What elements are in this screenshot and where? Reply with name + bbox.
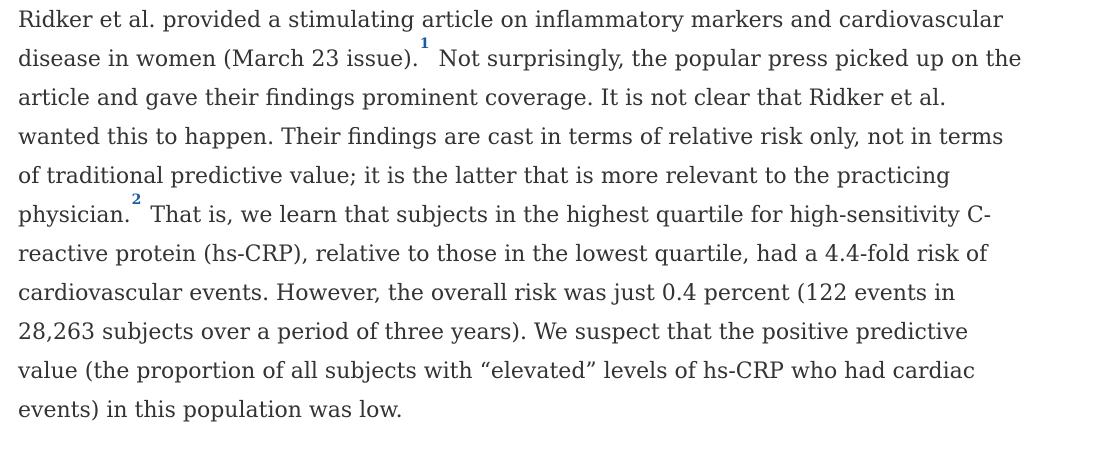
- line-text: article and gave their findings prominen…: [18, 86, 947, 111]
- paragraph-line: article and gave their findings prominen…: [18, 79, 1068, 118]
- line-text: events) in this population was low.: [18, 398, 403, 423]
- paragraph-line: value (the proportion of all subjects wi…: [18, 352, 1068, 391]
- paragraph-line: disease in women (March 23 issue).1 Not …: [18, 37, 1068, 79]
- line-text: cardiovascular events. However, the over…: [18, 281, 956, 306]
- paragraph-line: physician.2 That is, we learn that subje…: [18, 193, 1068, 235]
- line-text: value (the proportion of all subjects wi…: [18, 359, 976, 384]
- paragraph-line: events) in this population was low.: [18, 391, 1068, 430]
- line-text: Ridker et al. provided a stimulating art…: [18, 8, 1004, 33]
- line-text: wanted this to happen. Their findings ar…: [18, 125, 1004, 150]
- line-text: reactive protein (hs-CRP), relative to t…: [18, 242, 988, 267]
- paragraph-line: of traditional predictive value; it is t…: [18, 157, 1068, 196]
- paragraph-line: reactive protein (hs-CRP), relative to t…: [18, 235, 1068, 274]
- line-text-continued: Not surprisingly, the popular press pick…: [431, 47, 1022, 72]
- line-text: disease in women (March 23 issue).: [18, 47, 419, 72]
- paragraph-line: 28,263 subjects over a period of three y…: [18, 313, 1068, 352]
- line-text: of traditional predictive value; it is t…: [18, 164, 951, 189]
- line-text-continued: That is, we learn that subjects in the h…: [143, 203, 992, 228]
- paragraph-line: cardiovascular events. However, the over…: [18, 274, 1068, 313]
- paragraph-line: Ridker et al. provided a stimulating art…: [18, 1, 1068, 40]
- reference-1-link[interactable]: 1: [419, 35, 430, 52]
- article-paragraph: Ridker et al. provided a stimulating art…: [18, 1, 1068, 430]
- paragraph-line: wanted this to happen. Their findings ar…: [18, 118, 1068, 157]
- reference-2-link[interactable]: 2: [131, 191, 142, 208]
- line-text: physician.: [18, 203, 131, 228]
- line-text: 28,263 subjects over a period of three y…: [18, 320, 969, 345]
